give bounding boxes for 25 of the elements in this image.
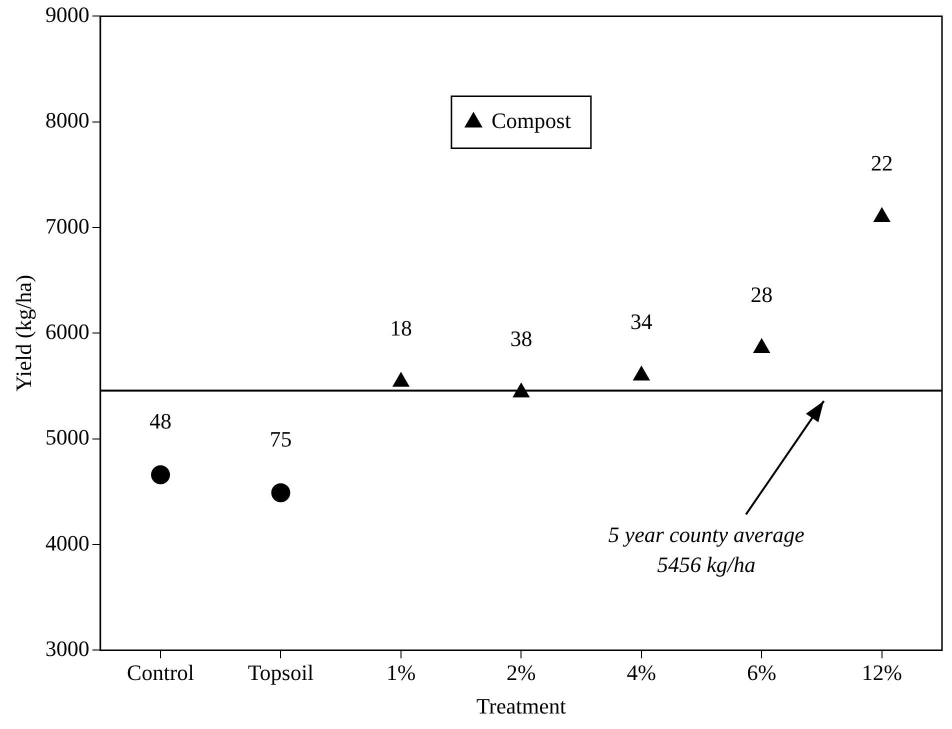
annotation: 28 [750,282,773,307]
annotation: 48 [150,408,172,434]
x-tick-label: 4% [626,660,656,686]
y-tick-label: 8000 [45,108,90,133]
annotation: 38 [510,326,532,352]
x-tick-label: Control [126,660,194,686]
annotation: 75 [270,426,292,452]
x-tick-label: 2% [506,660,536,686]
y-axis-title: Yield (kg/ha) [10,274,36,392]
y-tick-label: 4000 [45,530,90,556]
annotation: 18 [390,316,412,341]
y-tick-label: 7000 [45,213,90,238]
y-tick-label: 5000 [45,424,90,450]
annotation: 34 [630,309,652,334]
annotation: 5 year county average 5456 kg/ha [608,522,805,577]
x-tick-label: 1% [386,660,416,686]
x-axis-title: Treatment [476,694,566,719]
annotation: 22 [870,150,893,176]
y-tick-label: 9000 [45,2,90,27]
x-tick-label: Topsoil [248,660,314,686]
x-tick-label: 6% [746,660,776,686]
y-tick-label: 6000 [45,318,90,344]
y-tick-label: 3000 [45,636,90,661]
legend-label: Compost [491,108,571,133]
x-tick-label: 12% [862,660,902,686]
